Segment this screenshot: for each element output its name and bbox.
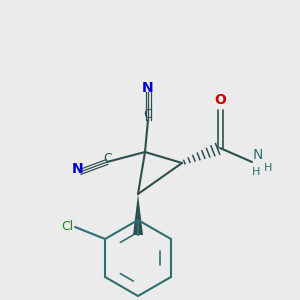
Text: H: H bbox=[252, 167, 260, 177]
Text: N: N bbox=[253, 148, 263, 162]
Text: N: N bbox=[72, 162, 84, 176]
Text: N: N bbox=[142, 81, 154, 95]
Polygon shape bbox=[133, 194, 143, 235]
Text: C: C bbox=[103, 152, 112, 164]
Text: C: C bbox=[144, 107, 152, 121]
Text: H: H bbox=[264, 163, 272, 173]
Text: O: O bbox=[214, 93, 226, 107]
Text: Cl: Cl bbox=[61, 220, 73, 233]
